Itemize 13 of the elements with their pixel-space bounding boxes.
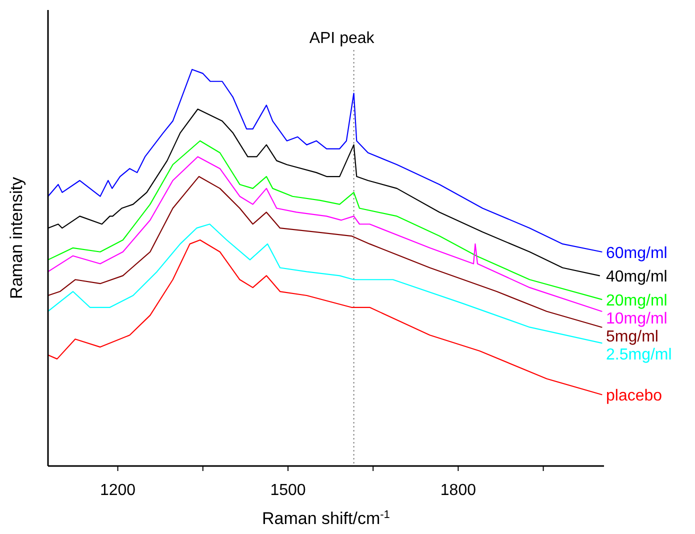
series-label: 10mg/ml	[606, 310, 668, 328]
x-tick-label: 1200	[100, 482, 136, 499]
y-axis-title: Raman intensity	[7, 176, 26, 299]
series-label: 40mg/ml	[606, 268, 668, 286]
x-tick-label: 1800	[440, 482, 476, 499]
x-axis-title: Raman shift/cm$^{-1}$	[262, 509, 390, 528]
series-label: placebo	[606, 388, 662, 405]
x-tick-label: 1500	[270, 482, 306, 499]
ref-line-label: API peak	[309, 30, 376, 47]
series-label: 60mg/ml	[606, 244, 668, 262]
series-label: 2.5mg/ml	[606, 346, 672, 364]
series-label: 5mg/ml	[606, 328, 658, 346]
series-label: 20mg/ml	[606, 292, 668, 310]
